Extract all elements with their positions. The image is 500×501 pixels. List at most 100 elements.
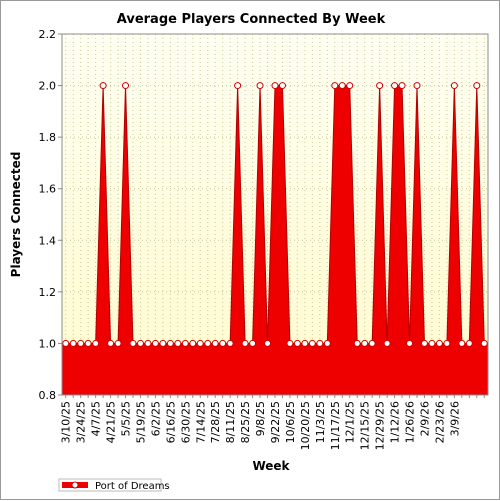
data-point: [450, 82, 458, 90]
data-point: [189, 339, 197, 347]
data-point: [361, 339, 369, 347]
x-tick-label: 9/8/25: [254, 401, 267, 436]
data-point: [77, 339, 85, 347]
data-point: [196, 339, 204, 347]
data-point: [286, 339, 294, 347]
data-point: [62, 339, 70, 347]
data-point: [144, 339, 152, 347]
data-point: [278, 82, 286, 90]
y-axis-title: Players Connected: [9, 152, 23, 278]
data-point: [443, 339, 451, 347]
x-tick-label: 6/16/25: [164, 401, 177, 443]
data-point: [413, 82, 421, 90]
x-tick-label: 4/21/25: [105, 401, 118, 443]
y-tick-label: 0.8: [39, 389, 57, 402]
data-point: [301, 339, 309, 347]
data-point: [308, 339, 316, 347]
y-tick-label: 2.0: [39, 80, 57, 93]
x-tick-label: 6/30/25: [179, 401, 192, 443]
x-tick-label: 11/17/25: [329, 401, 342, 450]
data-point: [346, 82, 354, 90]
data-point: [398, 82, 406, 90]
data-point: [219, 339, 227, 347]
data-point: [420, 339, 428, 347]
data-point: [316, 339, 324, 347]
x-tick-label: 7/28/25: [209, 401, 222, 443]
data-point: [241, 339, 249, 347]
data-point: [376, 82, 384, 90]
data-point: [331, 82, 339, 90]
data-point: [465, 339, 473, 347]
data-point: [428, 339, 436, 347]
x-tick-label: 1/12/26: [389, 401, 402, 443]
x-tick-label: 5/19/25: [134, 401, 147, 443]
x-tick-label: 3/9/26: [448, 401, 461, 436]
data-point: [136, 339, 144, 347]
y-tick-label: 2.2: [39, 28, 57, 41]
data-point: [458, 339, 466, 347]
y-tick-label: 1.2: [39, 286, 57, 299]
x-tick-label: 8/25/25: [239, 401, 252, 443]
x-tick-label: 2/9/26: [418, 401, 431, 436]
data-point: [181, 339, 189, 347]
x-tick-label: 3/10/25: [60, 401, 73, 443]
data-point: [234, 82, 242, 90]
x-tick-label: 10/6/25: [284, 401, 297, 443]
data-point: [256, 82, 264, 90]
y-tick-label: 1.0: [39, 337, 57, 350]
data-point: [99, 82, 107, 90]
data-point: [159, 339, 167, 347]
data-point: [480, 339, 488, 347]
x-tick-label: 12/15/25: [359, 401, 372, 450]
x-axis-ticks: 3/10/25 3/24/25 4/7/25 4/21/25 5/5/25 5/19/25…: [60, 395, 485, 450]
x-tick-label: 4/7/25: [90, 401, 103, 436]
data-point: [174, 339, 182, 347]
x-tick-label: 11/3/25: [314, 401, 327, 443]
x-tick-label: 5/5/25: [120, 401, 133, 436]
y-tick-label: 1.8: [39, 131, 57, 144]
data-point: [84, 339, 92, 347]
data-point: [338, 82, 346, 90]
series-markers: [62, 82, 488, 347]
x-axis-title: Week: [252, 459, 290, 473]
data-point: [391, 82, 399, 90]
x-tick-label: 12/29/25: [374, 401, 387, 450]
data-point: [204, 339, 212, 347]
x-tick-label: 7/14/25: [194, 401, 207, 443]
data-point: [368, 339, 376, 347]
x-tick-label: 2/23/26: [433, 401, 446, 443]
x-tick-label: 8/11/25: [224, 401, 237, 443]
data-point: [353, 339, 361, 347]
data-point: [69, 339, 77, 347]
data-point: [122, 82, 130, 90]
legend: Port of Dreams: [58, 478, 170, 492]
x-tick-label: 6/2/25: [149, 401, 162, 436]
x-tick-label: 9/22/25: [269, 401, 282, 443]
data-point: [166, 339, 174, 347]
data-point: [107, 339, 115, 347]
data-point: [473, 82, 481, 90]
y-axis-ticks: 0.8 1.0 1.2 1.4 1.6 1.8 2.0 2.2: [39, 28, 62, 402]
data-point: [226, 339, 234, 347]
x-tick-label: 3/24/25: [75, 401, 88, 443]
x-tick-label: 1/26/26: [404, 401, 417, 443]
y-tick-label: 1.4: [39, 234, 57, 247]
data-point: [129, 339, 137, 347]
legend-label: Port of Dreams: [95, 481, 170, 492]
data-point: [114, 339, 122, 347]
data-point: [92, 339, 100, 347]
data-point: [435, 339, 443, 347]
data-point: [383, 339, 391, 347]
x-tick-label: 10/20/25: [299, 401, 312, 450]
data-point: [249, 339, 257, 347]
data-point: [293, 339, 301, 347]
data-point: [406, 339, 414, 347]
data-point: [151, 339, 159, 347]
y-tick-label: 1.6: [39, 183, 57, 196]
data-point: [271, 82, 279, 90]
data-point: [264, 339, 272, 347]
data-point: [211, 339, 219, 347]
x-tick-label: 12/1/25: [344, 401, 357, 443]
